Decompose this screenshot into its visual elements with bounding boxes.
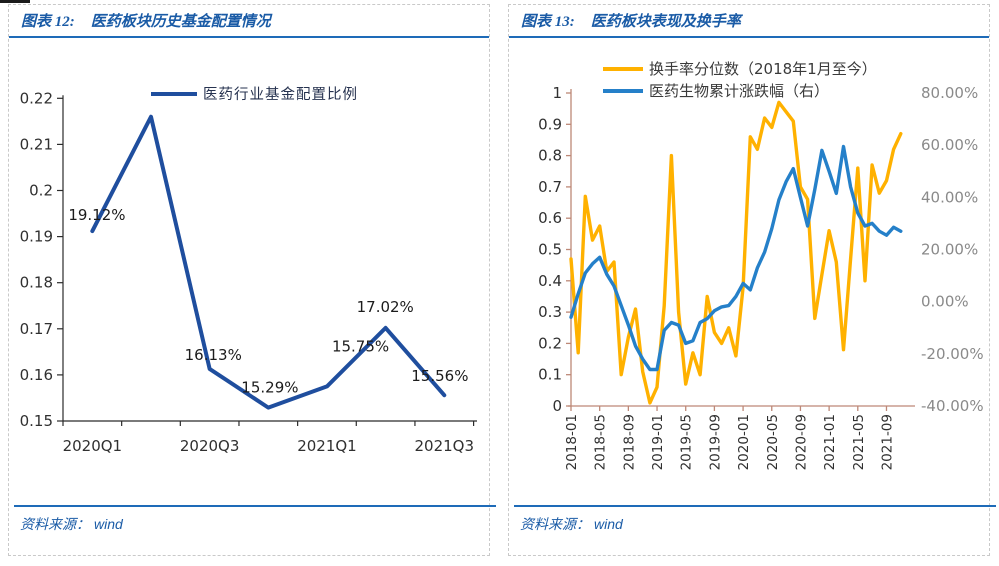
left-y-axis-label: 1 [552, 84, 562, 102]
left-y-axis-label: 0.4 [538, 272, 562, 290]
left-y-axis-label: 0.5 [538, 241, 562, 259]
x-axis-label: 2020Q3 [180, 437, 240, 455]
y-axis-label: 0.15 [20, 412, 53, 430]
source-value: wind [594, 516, 623, 532]
figure-panel-turnover: 图表 13: 医药板块表现及换手率 0 0.1 0.2 0.3 0.4 0.5 0.6 0.7 0… [508, 4, 996, 556]
turnover-dual-axis-line-chart: 0 0.1 0.2 0.3 0.4 0.5 0.6 0.7 0.8 0.9 1 -40.00% -20.… [538, 60, 984, 470]
x-axis-label: 2018-09 [621, 414, 637, 470]
page-corner-artifact [0, 0, 30, 3]
figure-panel-fund-allocation: 图表 12: 医药板块历史基金配置情况 0.15 0.16 0.17 0.18 0.19 0… [8, 4, 496, 556]
turnover-percentile-series-line [569, 100, 903, 405]
x-axis-label: 2021-05 [851, 414, 867, 470]
left-y-axis-label: 0.8 [538, 147, 562, 165]
legend-label-turnover: 换手率分位数（2018年1月至今） [649, 60, 877, 78]
y-axis-label: 0.2 [29, 182, 53, 200]
chart2-x-labels: 2018-01 2018-05 2018-09 2019-01 2019-05 2019-… [564, 414, 895, 470]
chart1-x-labels: 2020Q1 2020Q3 2021Q1 2021Q3 [63, 437, 474, 455]
data-point-label: 15.56% [411, 367, 468, 385]
right-y-axis-label: 40.00% [921, 188, 978, 206]
left-y-axis-label: 0.7 [538, 178, 562, 196]
x-axis-label: 2019-05 [679, 414, 695, 470]
x-axis-label: 2021-01 [822, 414, 838, 470]
x-axis-label: 2019-09 [707, 414, 723, 470]
chart1-axes [57, 95, 477, 426]
right-y-axis-label: 80.00% [921, 84, 978, 102]
x-axis-label: 2021Q3 [415, 437, 475, 455]
left-y-axis-label: 0 [552, 397, 562, 415]
figure-caption-label: 图表 13: [521, 14, 575, 30]
x-axis-label: 2020-01 [736, 414, 752, 470]
right-y-axis-label: -40.00% [921, 397, 984, 415]
data-point-label: 19.12% [68, 206, 125, 224]
figure-caption-label: 图表 12: [21, 14, 75, 30]
y-axis-label: 0.19 [20, 228, 53, 246]
left-y-axis-label: 0.9 [538, 115, 562, 133]
source-value: wind [94, 516, 123, 532]
figure-caption-title: 医药板块历史基金配置情况 [90, 14, 271, 30]
y-axis-label: 0.18 [20, 274, 53, 292]
x-axis-label: 2021-09 [879, 414, 895, 470]
source-label: 资料来源： [20, 518, 90, 533]
source-note: 资料来源： wind [514, 505, 996, 534]
y-axis-label: 0.16 [20, 366, 53, 384]
chart2-right-y-labels: -40.00% -20.00% 0.00% 20.00% 40.00% 60.00% 80.… [921, 84, 984, 415]
cumulative-return-series-line [569, 144, 903, 372]
y-axis-label: 0.21 [20, 135, 53, 153]
left-y-axis-label: 0.6 [538, 209, 562, 227]
figure-caption-title: 医药板块表现及换手率 [590, 14, 741, 30]
left-y-axis-label: 0.1 [538, 366, 562, 384]
fund-allocation-series-line [90, 114, 447, 410]
figure-caption: 图表 12: 医药板块历史基金配置情况 [9, 5, 489, 38]
chart2-axes [566, 89, 915, 411]
source-label: 资料来源： [520, 518, 590, 533]
x-axis-label: 2018-01 [564, 414, 580, 470]
x-axis-label: 2018-05 [593, 414, 609, 470]
x-axis-label: 2020Q1 [63, 437, 123, 455]
x-axis-label: 2020-05 [765, 414, 781, 470]
x-axis-label: 2021Q1 [297, 437, 357, 455]
chart2-legend: 换手率分位数（2018年1月至今） 医药生物累计涨跌幅（右） [603, 60, 877, 100]
legend-label: 医药行业基金配置比例 [203, 86, 358, 103]
right-y-axis-label: -20.00% [921, 345, 984, 363]
chart2-left-y-labels: 0 0.1 0.2 0.3 0.4 0.5 0.6 0.7 0.8 0.9 1 [538, 84, 562, 415]
y-axis-label: 0.17 [20, 320, 53, 338]
data-point-label: 15.75% [332, 337, 389, 355]
turnover-chart: 0 0.1 0.2 0.3 0.4 0.5 0.6 0.7 0.8 0.9 1 -40.00% -20.… [509, 37, 991, 497]
x-axis-label: 2020-09 [793, 414, 809, 470]
chart1-legend: 医药行业基金配置比例 [151, 86, 358, 103]
left-y-axis-label: 0.2 [538, 334, 562, 352]
right-y-axis-label: 60.00% [921, 136, 978, 154]
y-axis-label: 0.22 [20, 89, 53, 107]
source-note: 资料来源： wind [14, 505, 496, 534]
figure-caption: 图表 13: 医药板块表现及换手率 [509, 5, 989, 38]
data-point-label: 16.13% [185, 346, 242, 364]
legend-label-return: 医药生物累计涨跌幅（右） [649, 82, 829, 100]
data-point-label: 17.02% [357, 298, 414, 316]
chart1-y-labels: 0.15 0.16 0.17 0.18 0.19 0.2 0.21 0.22 [20, 89, 53, 430]
right-y-axis-label: 0.00% [921, 293, 969, 311]
data-point-label: 15.29% [241, 379, 298, 397]
left-y-axis-label: 0.3 [538, 303, 562, 321]
x-axis-label: 2019-01 [650, 414, 666, 470]
fund-allocation-chart: 0.15 0.16 0.17 0.18 0.19 0.2 0.21 0.22 2020Q1 202… [9, 37, 491, 497]
right-y-axis-label: 20.00% [921, 241, 978, 259]
chart1-point-labels: 19.12% 16.13% 15.29% 15.75% 17.02% 15.56% [68, 206, 468, 397]
